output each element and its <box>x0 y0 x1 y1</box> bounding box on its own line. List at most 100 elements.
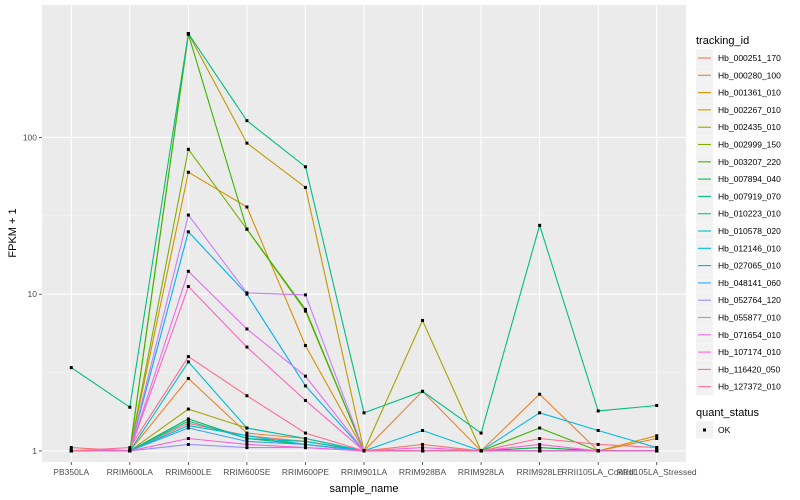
shape-legend-label: OK <box>718 425 731 435</box>
data-point <box>538 392 542 396</box>
data-point <box>303 374 307 378</box>
data-point <box>245 394 249 398</box>
shape-legend-key-marker <box>703 428 706 432</box>
data-point <box>69 446 73 450</box>
data-point <box>596 442 600 446</box>
data-point <box>421 449 425 453</box>
data-point <box>479 449 483 453</box>
data-point <box>596 409 600 413</box>
data-point <box>186 419 190 423</box>
data-point <box>245 327 249 331</box>
shape-legend: quant_status OK <box>696 407 759 439</box>
data-point <box>186 376 190 380</box>
legend-label: Hb_002267_010 <box>718 105 781 115</box>
data-point <box>245 437 249 441</box>
data-point <box>538 437 542 441</box>
data-point <box>303 293 307 297</box>
data-point <box>245 439 249 443</box>
data-point <box>186 147 190 151</box>
legend-label: Hb_012146_010 <box>718 243 781 253</box>
data-point <box>421 318 425 322</box>
data-point <box>303 398 307 402</box>
data-point <box>596 429 600 433</box>
data-point <box>655 403 659 407</box>
data-point <box>245 205 249 209</box>
data-point <box>128 446 132 450</box>
x-tick-label: RRIM928LE <box>516 467 563 477</box>
data-point <box>303 165 307 169</box>
legend-label: Hb_107174_010 <box>718 347 781 357</box>
legend-label: Hb_007919_070 <box>718 191 781 201</box>
legend-label: Hb_052764_120 <box>718 295 781 305</box>
data-point <box>245 426 249 430</box>
data-point <box>303 442 307 446</box>
data-point <box>69 366 73 370</box>
data-point <box>245 291 249 295</box>
x-tick-label: RRIM928BA <box>399 467 447 477</box>
data-point <box>186 269 190 273</box>
legend-label: Hb_002435_010 <box>718 122 781 132</box>
x-tick-label: RRIM600LA <box>107 467 154 477</box>
data-point <box>596 449 600 453</box>
data-point <box>186 230 190 234</box>
legend-label: Hb_001361_010 <box>718 88 781 98</box>
data-point <box>303 384 307 388</box>
legend-label: Hb_116420_050 <box>718 364 781 374</box>
color-legend: tracking_id Hb_000251_170 Hb_000280_100 Hb… <box>696 35 781 396</box>
legend-label: Hb_010223_010 <box>718 209 781 219</box>
data-point <box>186 355 190 359</box>
x-tick-label: RRIM600SE <box>223 467 271 477</box>
data-point <box>186 170 190 174</box>
legend-label: Hb_071654_010 <box>718 330 781 340</box>
y-tick-label: 100 <box>23 132 37 142</box>
data-point <box>479 431 483 435</box>
data-point <box>303 309 307 313</box>
x-tick-label: RRIM600LE <box>165 467 212 477</box>
legend-label: Hb_127372_010 <box>718 382 781 392</box>
data-point <box>245 446 249 450</box>
data-point <box>303 437 307 441</box>
data-point <box>538 449 542 453</box>
data-point <box>245 119 249 123</box>
data-point <box>655 437 659 441</box>
data-point <box>128 405 132 409</box>
legend-label: Hb_000280_100 <box>718 70 781 80</box>
data-point <box>421 429 425 433</box>
x-axis-title: sample_name <box>329 483 398 495</box>
point-layer <box>69 32 659 453</box>
data-point <box>245 345 249 349</box>
data-point <box>186 407 190 411</box>
data-point <box>538 442 542 446</box>
legend-title: tracking_id <box>696 35 749 47</box>
data-point <box>655 449 659 453</box>
y-tick-label: 10 <box>28 289 38 299</box>
data-point <box>303 307 307 311</box>
data-point <box>186 360 190 364</box>
data-point <box>655 434 659 438</box>
data-point <box>303 439 307 443</box>
data-point <box>538 426 542 430</box>
data-point <box>69 449 73 453</box>
data-point <box>186 213 190 217</box>
x-tick-label: RRIM600PE <box>282 467 330 477</box>
data-point <box>186 421 190 425</box>
shape-legend-title: quant_status <box>696 407 759 419</box>
data-point <box>538 411 542 415</box>
data-point <box>186 32 190 36</box>
legend-label: Hb_000251_170 <box>718 53 781 63</box>
legend-label: Hb_055877_010 <box>718 313 781 323</box>
data-point <box>186 417 190 421</box>
data-point <box>245 434 249 438</box>
y-axis-title: FPKM + 1 <box>7 208 19 257</box>
data-point <box>303 344 307 348</box>
legend-label: Hb_010578_020 <box>718 226 781 236</box>
legend-label: Hb_027065_010 <box>718 261 781 271</box>
x-tick-label: RRII105LA_Control <box>561 467 635 477</box>
data-point <box>128 449 132 453</box>
x-tick-label: RRIM928LA <box>458 467 505 477</box>
y-axis: 1 10 100 <box>23 132 42 456</box>
data-point <box>538 223 542 227</box>
data-point <box>186 437 190 441</box>
data-point <box>655 446 659 450</box>
